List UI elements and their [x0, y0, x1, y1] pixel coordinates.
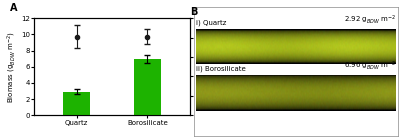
Text: 2.92 g$_{BDW}$ m$^{-2}$: 2.92 g$_{BDW}$ m$^{-2}$ [344, 14, 396, 26]
Y-axis label: Oxygen [µM]: Oxygen [µM] [217, 44, 224, 89]
Y-axis label: Biomass (g$_{BDW}$ m$^{-2}$): Biomass (g$_{BDW}$ m$^{-2}$) [6, 31, 18, 103]
Text: 6.96 g$_{BDW}$ m$^{-2}$: 6.96 g$_{BDW}$ m$^{-2}$ [344, 60, 396, 72]
Bar [134, 59, 161, 115]
Text: i) Quartz: i) Quartz [196, 20, 226, 26]
Text: ii) Borosilicate: ii) Borosilicate [196, 66, 246, 72]
Text: B: B [190, 7, 197, 17]
Text: A: A [10, 3, 18, 13]
Bar [63, 92, 90, 115]
